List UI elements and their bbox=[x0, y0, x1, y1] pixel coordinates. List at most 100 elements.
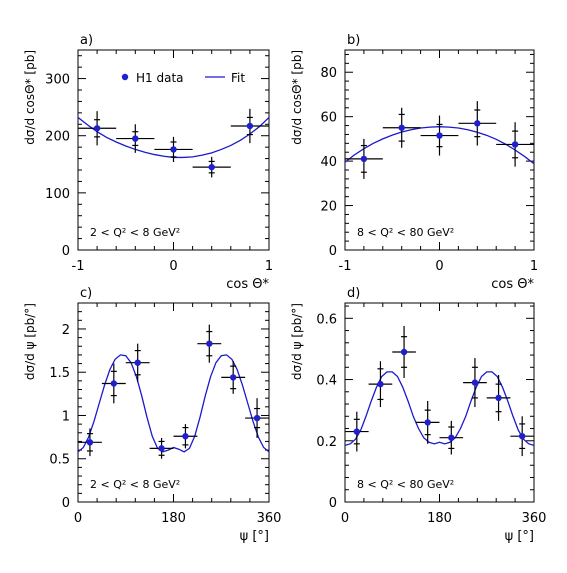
data-point bbox=[173, 424, 198, 449]
panel-label: b) bbox=[347, 33, 360, 48]
data-point bbox=[101, 363, 126, 404]
data-marker bbox=[436, 132, 443, 139]
plot-frame bbox=[77, 302, 270, 503]
x-axis-label: cos Θ* bbox=[226, 277, 269, 292]
data-marker bbox=[377, 380, 384, 388]
data-point bbox=[463, 358, 487, 408]
x-tick-label: 180 bbox=[161, 511, 186, 526]
data-point bbox=[125, 343, 150, 382]
q2-range-annotation: 8 < Q² < 80 GeV² bbox=[357, 478, 454, 491]
data-point bbox=[345, 138, 383, 179]
data-marker bbox=[229, 374, 237, 381]
x-tick-label: 0 bbox=[169, 259, 177, 274]
y-axis-label: dσ/d ψ [pb/°] bbox=[290, 303, 304, 380]
legend-data-marker bbox=[121, 73, 129, 81]
data-marker bbox=[511, 141, 519, 148]
data-point bbox=[486, 374, 511, 421]
x-axis-label: cos Θ* bbox=[491, 277, 534, 292]
y-tick-label: 0 bbox=[62, 244, 70, 259]
data-marker bbox=[86, 439, 94, 446]
panel-label: d) bbox=[347, 286, 360, 301]
legend-fit-label: Fit bbox=[231, 71, 245, 85]
data-marker bbox=[158, 445, 165, 452]
y-tick-label: 200 bbox=[45, 130, 70, 145]
y-tick-label: 0.2 bbox=[316, 435, 337, 450]
data-marker bbox=[360, 155, 368, 163]
data-point bbox=[149, 437, 174, 459]
data-point bbox=[415, 400, 440, 444]
data-marker bbox=[495, 394, 502, 402]
data-marker bbox=[208, 163, 215, 171]
data-marker bbox=[206, 340, 213, 347]
x-tick-label: 360 bbox=[257, 511, 282, 526]
y-tick-label: 0.5 bbox=[49, 453, 70, 468]
x-axis-label: ψ [°] bbox=[240, 529, 269, 544]
data-point bbox=[439, 420, 464, 455]
x-tick-label: 180 bbox=[427, 511, 452, 526]
x-tick-label: 1 bbox=[265, 259, 273, 274]
data-point bbox=[221, 360, 246, 394]
data-point bbox=[230, 108, 269, 144]
legend-data-label: H1 data bbox=[136, 71, 184, 85]
data-marker bbox=[132, 135, 139, 142]
data-marker bbox=[182, 433, 189, 440]
data-marker bbox=[400, 348, 408, 356]
y-tick-label: 0.6 bbox=[316, 312, 337, 327]
data-point bbox=[245, 398, 269, 438]
y-tick-label: 1 bbox=[62, 409, 70, 424]
y-axis-label: dσ/d cosΘ* [pb] bbox=[290, 50, 304, 145]
y-tick-label: 20 bbox=[320, 200, 337, 215]
x-tick-label: 0 bbox=[341, 511, 349, 526]
x-tick-label: -1 bbox=[72, 259, 85, 274]
data-marker bbox=[110, 380, 118, 387]
q2-range-annotation: 2 < Q² < 8 GeV² bbox=[90, 478, 180, 491]
y-tick-label: 0 bbox=[329, 496, 337, 511]
data-marker bbox=[471, 379, 479, 386]
y-tick-label: 80 bbox=[320, 66, 337, 81]
y-tick-label: 300 bbox=[45, 73, 70, 88]
data-point bbox=[154, 136, 193, 162]
x-tick-label: 1 bbox=[530, 259, 538, 274]
y-tick-label: 0 bbox=[62, 496, 70, 511]
data-marker bbox=[246, 122, 254, 130]
data-point bbox=[392, 325, 416, 379]
x-tick-label: 0 bbox=[74, 511, 82, 526]
q2-range-annotation: 8 < Q² < 80 GeV² bbox=[357, 226, 454, 239]
data-point bbox=[368, 361, 393, 408]
fit-curve bbox=[344, 371, 535, 446]
y-tick-label: 100 bbox=[45, 187, 70, 202]
data-point bbox=[458, 101, 497, 146]
data-marker bbox=[448, 434, 455, 441]
data-marker bbox=[353, 428, 361, 435]
legend: H1 data Fit bbox=[121, 71, 245, 85]
data-marker bbox=[518, 432, 526, 440]
data-point bbox=[420, 115, 459, 156]
data-point bbox=[116, 124, 155, 153]
x-tick-label: 360 bbox=[522, 511, 547, 526]
y-tick-label: 60 bbox=[320, 111, 337, 126]
x-tick-label: 0 bbox=[435, 259, 443, 274]
data-point bbox=[496, 122, 534, 167]
x-axis-label: ψ [°] bbox=[505, 529, 534, 544]
panel-c: 0 0.5 1 1.5 2 0 180 360 c) ψ [°] dσ/d ψ [pb/°] 2 < … bbox=[23, 286, 281, 544]
y-tick-label: 2 bbox=[62, 323, 70, 338]
panel-d: 0 0.2 0.4 0.6 0 180 360 d) ψ [°] dσ/d ψ [pb/°] 8 <… bbox=[290, 286, 546, 544]
y-axis-label: dσ/d cosΘ* [pb] bbox=[23, 50, 37, 145]
data-point bbox=[78, 111, 117, 146]
data-marker bbox=[170, 146, 177, 153]
data-point bbox=[78, 428, 102, 457]
y-tick-label: 0.4 bbox=[316, 374, 337, 389]
data-marker bbox=[253, 414, 261, 422]
y-tick-label: 40 bbox=[320, 155, 337, 170]
data-marker bbox=[93, 125, 101, 132]
y-tick-label: 0 bbox=[329, 244, 337, 259]
data-marker bbox=[474, 120, 481, 127]
fit-curve bbox=[77, 354, 270, 453]
data-point bbox=[510, 416, 534, 457]
data-point bbox=[382, 107, 421, 148]
panel-label: a) bbox=[80, 33, 93, 48]
x-tick-label: -1 bbox=[339, 259, 352, 274]
